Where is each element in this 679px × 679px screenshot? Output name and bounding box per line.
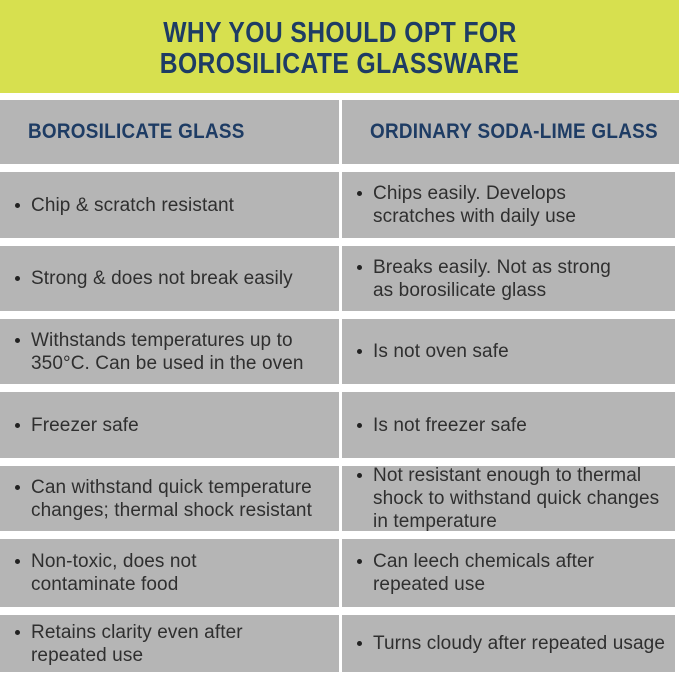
column-header-soda-lime-label: ORDINARY SODA-LIME GLASS (370, 120, 658, 143)
cell-text: Chip & scratch resistant (31, 194, 235, 216)
cell-text: Chips easily. Develops scratches with da… (373, 183, 577, 227)
cell-soda-lime: Breaks easily. Not as strong as borosili… (342, 246, 675, 311)
table-row: Withstands temperatures up to 350°C. Can… (0, 319, 675, 384)
table-row: Retains clarity even after repeated use … (0, 615, 675, 672)
cell-borosilicate: Strong & does not break easily (0, 246, 339, 311)
bullet-icon (15, 202, 20, 208)
title-line-1: WHY YOU SHOULD OPT FOR (162, 16, 517, 49)
cell-text: Not resistant enough to thermal shock to… (373, 465, 660, 532)
cell-soda-lime: Not resistant enough to thermal shock to… (342, 465, 675, 532)
cell-borosilicate: Can withstand quick temperature changes;… (0, 466, 339, 531)
bullet-icon (357, 264, 362, 270)
bullet-icon (357, 559, 362, 564)
cell-text: Turns cloudy after repeated usage (373, 633, 665, 654)
table-row: Non-toxic, does not contaminate food Can… (0, 539, 675, 607)
bullet-icon (15, 337, 20, 343)
bullet-icon (15, 422, 20, 428)
cell-soda-lime: Chips easily. Develops scratches with da… (342, 172, 675, 238)
column-header-row: BOROSILICATE GLASS ORDINARY SODA-LIME GL… (0, 100, 679, 164)
bullet-icon (15, 276, 20, 281)
title-banner: WHY YOU SHOULD OPT FOR BOROSILICATE GLAS… (0, 0, 679, 93)
table-row: Chip & scratch resistant Chips easily. D… (0, 172, 675, 238)
cell-soda-lime: Turns cloudy after repeated usage (342, 615, 675, 672)
bullet-icon (357, 422, 362, 428)
cell-borosilicate: Withstands temperatures up to 350°C. Can… (0, 319, 339, 384)
title-line-2: BOROSILICATE GLASSWARE (159, 47, 520, 80)
bullet-icon (15, 629, 20, 635)
cell-text: Non-toxic, does not contaminate food (31, 551, 197, 595)
column-header-borosilicate-label: BOROSILICATE GLASS (28, 120, 245, 143)
bullet-icon (357, 641, 362, 646)
column-header-borosilicate: BOROSILICATE GLASS (0, 100, 339, 164)
cell-text: Freezer safe (31, 414, 139, 436)
bullet-icon (357, 473, 362, 478)
cell-text: Retains clarity even after repeated use (31, 621, 243, 666)
table-row: Strong & does not break easily Breaks ea… (0, 246, 675, 311)
cell-text: Breaks easily. Not as strong as borosili… (373, 256, 611, 301)
cell-text: Can withstand quick temperature changes;… (31, 476, 312, 521)
cell-text: Is not oven safe (373, 341, 509, 362)
cell-text: Can leech chemicals after repeated use (373, 551, 595, 595)
table-row: Can withstand quick temperature changes;… (0, 465, 675, 532)
table-row: Freezer safe Is not freezer safe (0, 392, 675, 458)
bullet-icon (15, 559, 20, 564)
comparison-table: BOROSILICATE GLASS ORDINARY SODA-LIME GL… (0, 100, 679, 672)
cell-text: Withstands temperatures up to 350°C. Can… (31, 329, 304, 374)
cell-borosilicate: Retains clarity even after repeated use (0, 615, 339, 672)
cell-soda-lime: Is not freezer safe (342, 392, 675, 458)
cell-borosilicate: Chip & scratch resistant (0, 172, 339, 238)
bullet-icon (357, 349, 362, 354)
cell-soda-lime: Is not oven safe (342, 319, 675, 384)
bullet-icon (15, 484, 20, 490)
cell-text: Strong & does not break easily (31, 268, 293, 289)
cell-borosilicate: Non-toxic, does not contaminate food (0, 539, 339, 607)
cell-soda-lime: Can leech chemicals after repeated use (342, 539, 675, 607)
cell-borosilicate: Freezer safe (0, 392, 339, 458)
cell-text: Is not freezer safe (373, 414, 527, 436)
column-header-soda-lime: ORDINARY SODA-LIME GLASS (342, 100, 679, 164)
bullet-icon (357, 191, 362, 196)
